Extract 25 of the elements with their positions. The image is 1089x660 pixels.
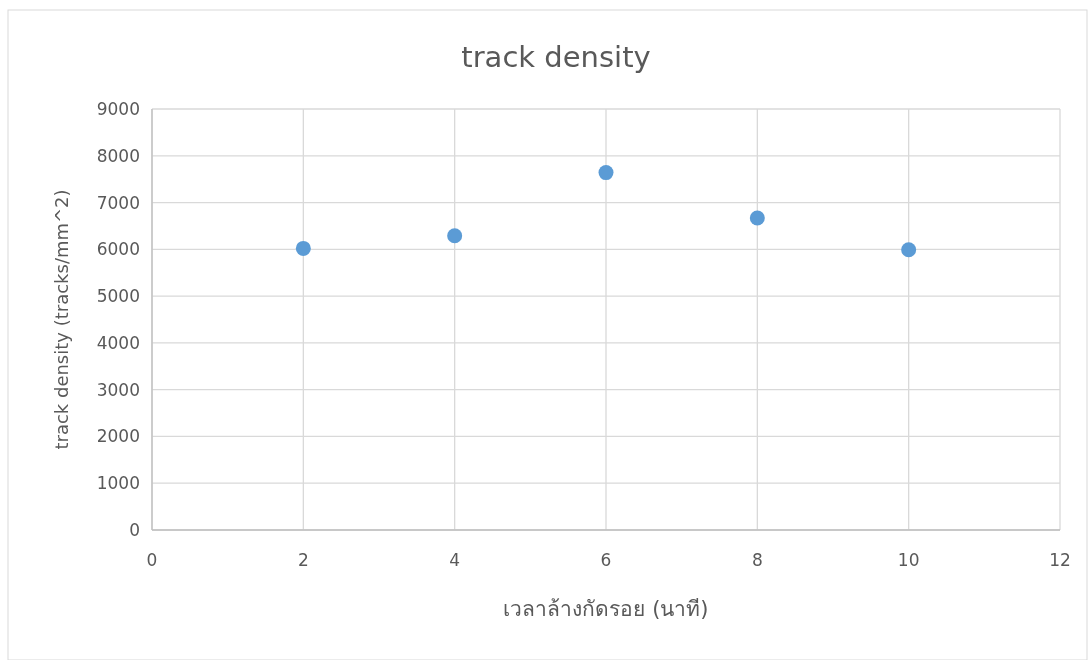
y-tick-label: 4000 (96, 332, 140, 353)
x-tick-label: 8 (751, 550, 763, 570)
x-tick-label: 2 (297, 550, 309, 570)
point (749, 210, 765, 226)
y-tick-label: 7000 (96, 192, 140, 213)
point (295, 240, 311, 256)
y-tick-label: 3000 (96, 379, 140, 400)
point (447, 228, 463, 244)
x-tick-label: 0 (146, 550, 158, 570)
x-tick-label: 10 (897, 550, 920, 570)
chart-title: track density (461, 40, 651, 74)
y-tick-label: 8000 (96, 145, 140, 166)
point (598, 165, 614, 181)
y-tick-label: 6000 (96, 239, 140, 260)
y-tick-label: 9000 (96, 99, 140, 119)
x-tick-label: 4 (449, 550, 461, 570)
y-tick-label: 5000 (96, 286, 140, 307)
x-tick-label: 12 (1049, 550, 1071, 570)
x-axis-title: เวลาล้างกัดรอย (นาที) (503, 597, 709, 621)
x-tick-label: 6 (600, 550, 612, 570)
y-axis-title: track density (tracks/mm^2) (51, 189, 72, 450)
point (901, 242, 917, 258)
y-tick-label: 1000 (96, 473, 140, 494)
y-tick-label: 2000 (96, 426, 140, 447)
y-tick-label: 0 (129, 520, 140, 540)
